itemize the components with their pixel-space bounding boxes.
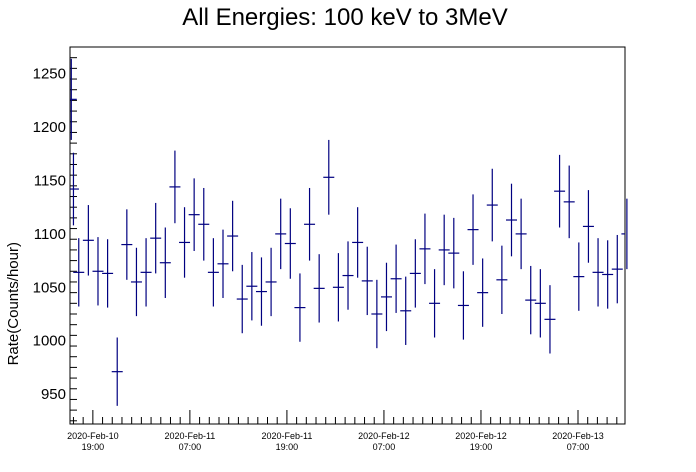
data-point — [544, 285, 556, 354]
data-point — [102, 239, 114, 308]
data-point — [265, 247, 277, 317]
plot-frame — [69, 46, 626, 425]
x-tick-label: 07:00 — [179, 442, 202, 452]
x-tick-label: 19:00 — [276, 442, 299, 452]
y-axis-label: Rate(Counts/hour) — [5, 242, 22, 365]
data-point — [246, 252, 258, 321]
data-point — [121, 209, 133, 280]
data-point — [227, 200, 239, 272]
data-point — [169, 150, 181, 224]
data-point — [73, 238, 85, 307]
data-point — [352, 207, 364, 278]
data-point — [592, 238, 604, 307]
data-point — [275, 198, 287, 270]
data-point — [380, 262, 392, 332]
x-tick-label: 2020-Feb-11 — [164, 431, 215, 441]
x-tick-label: 2020-Feb-12 — [455, 431, 507, 441]
data-point — [457, 271, 469, 340]
data-point — [179, 207, 191, 278]
data-point — [140, 238, 152, 307]
data-point — [438, 214, 450, 286]
data-point — [342, 241, 354, 310]
data-point — [159, 227, 171, 298]
y-tick-label: 1200 — [33, 119, 66, 136]
data-point — [611, 234, 623, 304]
data-point — [332, 253, 344, 322]
data-point — [150, 202, 162, 274]
data-point — [467, 194, 479, 265]
data-point — [390, 244, 402, 313]
data-point — [198, 187, 210, 261]
x-tick-label: 19:00 — [82, 442, 105, 452]
data-point — [534, 269, 546, 338]
data-point — [217, 229, 229, 298]
y-tick-label: 1000 — [33, 333, 66, 350]
data-point — [486, 168, 498, 242]
x-tick-label: 2020-Feb-11 — [261, 431, 312, 441]
data-point — [429, 269, 441, 338]
y-tick-label: 1150 — [34, 172, 66, 189]
x-tick-label: 2020-Feb-10 — [67, 431, 119, 441]
data-point — [82, 205, 94, 276]
data-point — [304, 187, 316, 261]
data-point — [371, 279, 383, 349]
data-point — [236, 264, 248, 334]
data-point — [207, 238, 219, 307]
y-tick-label: 1100 — [34, 226, 66, 243]
data-point — [255, 257, 267, 326]
data-point — [515, 198, 527, 270]
data-point — [111, 337, 123, 406]
x-tick-label: 07:00 — [373, 442, 396, 452]
data-point — [323, 139, 335, 215]
data-point — [448, 217, 460, 289]
data-point — [525, 265, 537, 335]
y-tick-label: 1050 — [33, 279, 66, 296]
data-point — [92, 237, 104, 306]
data-point — [563, 165, 575, 239]
chart-title: All Energies: 100 keV to 3MeV — [182, 4, 508, 31]
axis-ticks: 9501000105011001150120012502020-Feb-1019… — [33, 57, 618, 452]
data-point — [419, 213, 431, 285]
data-point — [409, 239, 421, 308]
data-point — [582, 190, 594, 263]
data-point — [554, 154, 566, 228]
data-point — [602, 240, 614, 309]
data-point — [477, 258, 489, 327]
x-tick-label: 2020-Feb-13 — [552, 431, 604, 441]
data-point — [400, 276, 412, 345]
x-tick-label: 2020-Feb-12 — [358, 431, 410, 441]
data-point — [284, 208, 296, 279]
data-point — [496, 245, 508, 314]
data-point — [70, 58, 77, 140]
x-tick-label: 07:00 — [567, 442, 590, 452]
data-point — [130, 247, 142, 317]
y-tick-label: 950 — [41, 386, 66, 403]
data-point — [70, 152, 79, 226]
data-point — [188, 178, 200, 251]
data-point — [505, 183, 517, 257]
data-point — [573, 242, 585, 311]
data-point — [294, 273, 306, 342]
x-tick-label: 19:00 — [470, 442, 493, 452]
data-point — [313, 254, 325, 323]
data-point — [361, 246, 373, 316]
y-tick-label: 1250 — [33, 66, 66, 83]
data-points — [70, 58, 628, 406]
data-point — [621, 198, 628, 270]
